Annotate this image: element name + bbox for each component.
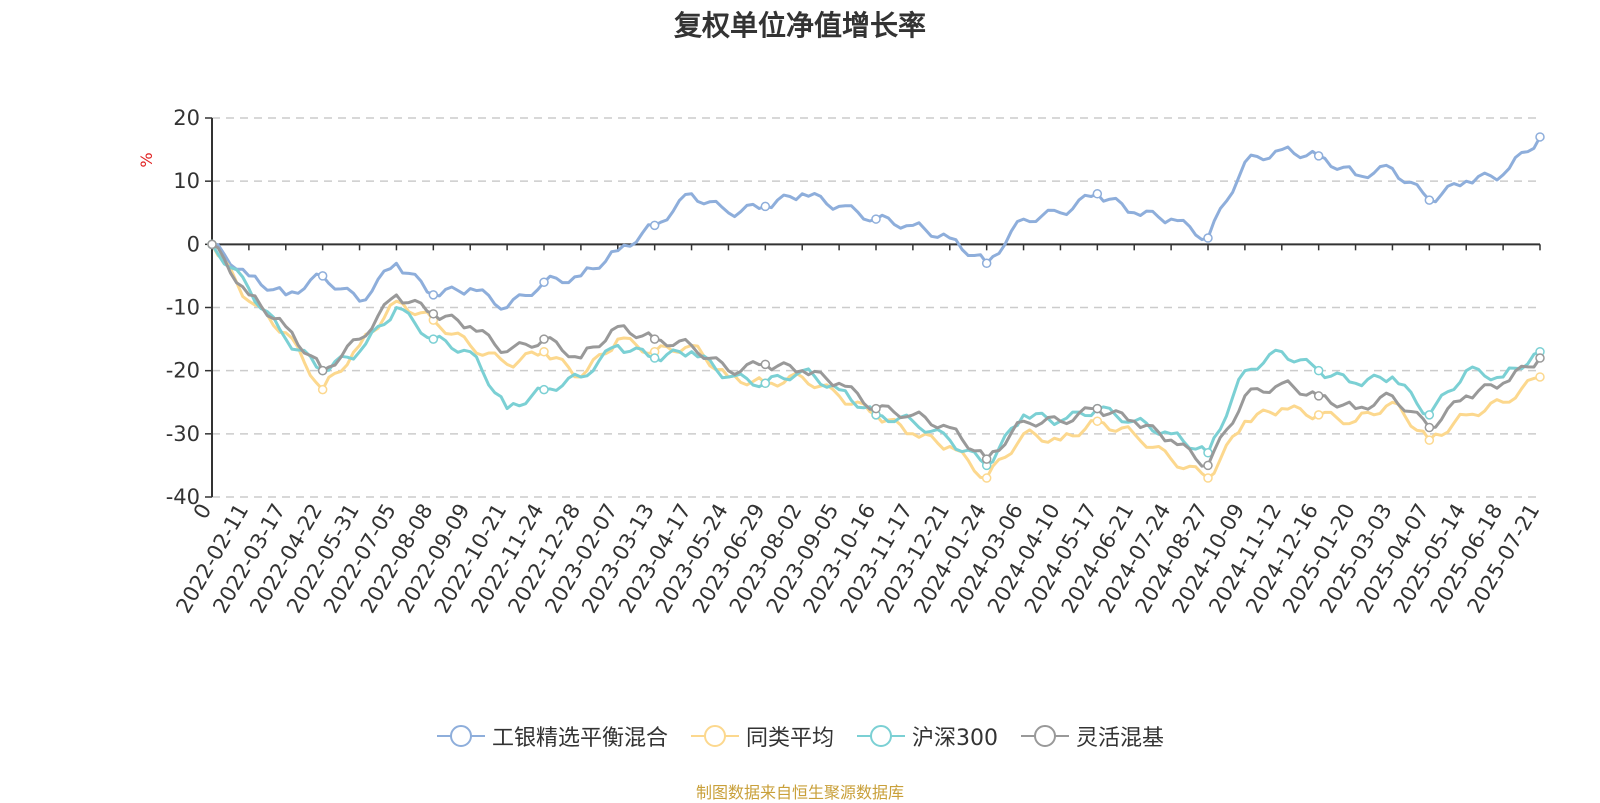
data-point [1313,410,1324,420]
legend-item[interactable]: 沪深300 [856,720,998,752]
legend-label: 沪深300 [912,726,998,751]
data-point [428,290,439,300]
series-line [210,243,1541,467]
legend-label: 同类平均 [745,726,834,751]
data-point [871,403,881,414]
legend: 工银精选平衡混合 同类平均 沪深300 灵活混基 [0,720,1600,752]
legend-label: 工银精选平衡混合 [491,726,668,751]
legend-marker-icon [690,725,739,747]
series-line [211,243,1542,468]
data-point [1535,132,1545,142]
y-tick-label: -30 [166,422,200,446]
series-group [207,239,1545,471]
legend-marker-icon [857,725,905,747]
legend-marker-icon [1021,725,1069,747]
data-point [760,201,771,212]
chart-title: 复权单位净值增长率 [673,9,926,42]
data-point [1424,410,1435,420]
data-point [981,473,992,483]
source-note: 制图数据来自恒生聚源数据库 [695,783,904,802]
legend-item[interactable]: 灵活混基 [1020,720,1164,752]
series-line [210,243,1541,480]
data-point [1424,435,1435,445]
data-point [539,384,549,395]
data-point [649,220,660,231]
legend-marker-icon [436,725,485,747]
grid-lines [212,117,1540,498]
series-lines [207,132,1545,483]
data-point [981,454,992,464]
data-point [871,214,881,224]
data-point [539,346,549,357]
data-point [981,258,992,269]
y-tick-label: 10 [173,169,200,193]
data-point [1092,416,1103,426]
data-point [317,384,328,395]
data-point [1203,460,1213,471]
legend-label: 灵活混基 [1076,726,1165,751]
data-point [207,239,217,250]
data-point [1092,403,1103,414]
data-point [649,353,660,363]
data-point [1313,365,1324,376]
data-point [1535,372,1545,382]
data-point [1313,391,1324,401]
data-point [428,334,439,344]
axes: 20100-10-20-30-4002022-02-112022-03-1720… [166,106,1545,617]
data-point [539,277,549,287]
series-group [207,239,1545,483]
legend-item[interactable]: 工银精选平衡混合 [436,720,668,752]
y-axis-label: % [137,152,156,167]
legend-item[interactable]: 同类平均 [690,720,834,752]
y-tick-label: 20 [173,106,200,130]
data-point [1424,422,1435,433]
data-point [1092,189,1103,199]
y-tick-label: 0 [187,232,200,256]
data-point [1424,195,1435,205]
data-point [1203,233,1213,243]
y-tick-label: -20 [166,359,200,383]
data-point [317,365,328,376]
data-point [317,271,328,281]
data-point [760,359,771,370]
data-point [428,309,439,319]
series-group [207,132,1545,311]
data-point [1203,473,1213,483]
data-point [760,378,771,389]
y-tick-label: -10 [166,296,200,320]
data-point [1535,353,1545,363]
data-point [649,334,660,344]
y-tick-label: -40 [166,485,200,509]
data-point [539,334,549,344]
x-tick-label: 0 [189,500,216,524]
data-point [1313,151,1324,161]
